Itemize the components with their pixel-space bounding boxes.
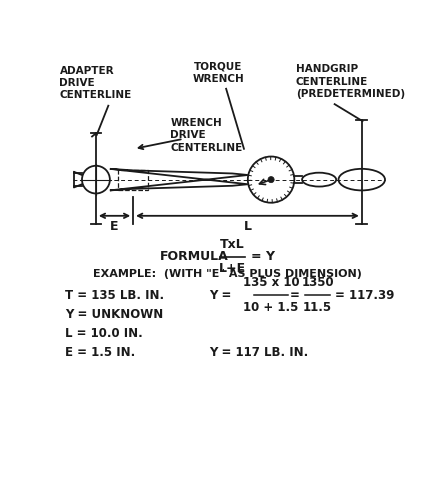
Circle shape [248, 156, 294, 203]
Text: Y = 117 LB. IN.: Y = 117 LB. IN. [209, 346, 308, 359]
Text: 1350: 1350 [301, 276, 334, 289]
Text: L+E: L+E [219, 262, 246, 275]
Text: EXAMPLE:  (WITH "E" AS PLUS DIMENSION): EXAMPLE: (WITH "E" AS PLUS DIMENSION) [93, 269, 362, 279]
Text: = 117.39: = 117.39 [335, 289, 394, 301]
Text: 135 x 10: 135 x 10 [243, 276, 299, 289]
Polygon shape [110, 169, 248, 190]
Text: E = 1.5 IN.: E = 1.5 IN. [65, 346, 135, 359]
Text: HANDGRIP
CENTERLINE
(PREDETERMINED): HANDGRIP CENTERLINE (PREDETERMINED) [296, 64, 405, 99]
Text: =: = [289, 289, 299, 301]
Text: Y = UNKNOWN: Y = UNKNOWN [65, 308, 163, 321]
Text: TxL: TxL [220, 238, 245, 251]
Text: L = 10.0 IN.: L = 10.0 IN. [65, 327, 143, 340]
Ellipse shape [302, 173, 336, 186]
Text: Y =: Y = [209, 289, 231, 301]
Text: 11.5: 11.5 [303, 301, 332, 314]
Text: 10 + 1.5: 10 + 1.5 [243, 301, 299, 314]
Bar [118, 170, 148, 190]
Circle shape [82, 166, 110, 194]
Text: T = 135 LB. IN.: T = 135 LB. IN. [65, 289, 164, 301]
Text: FORMULA: FORMULA [160, 250, 229, 263]
Text: E: E [110, 220, 119, 233]
Text: = Y: = Y [251, 250, 275, 263]
Circle shape [268, 177, 274, 183]
Text: WRENCH
DRIVE
CENTERLINE: WRENCH DRIVE CENTERLINE [170, 118, 243, 153]
Text: L: L [243, 220, 251, 233]
Text: TORQUE
WRENCH: TORQUE WRENCH [193, 62, 244, 84]
Text: ADAPTER
DRIVE
CENTERLINE: ADAPTER DRIVE CENTERLINE [60, 66, 132, 100]
Ellipse shape [339, 169, 385, 190]
